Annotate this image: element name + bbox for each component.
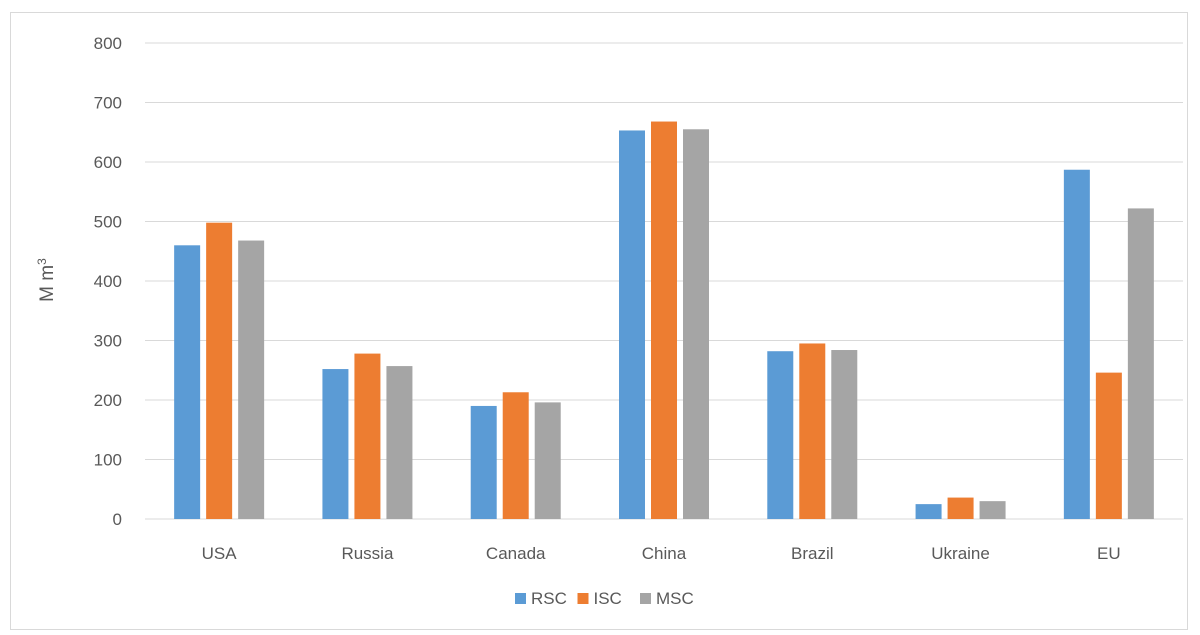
bar-isc-canada xyxy=(502,392,529,519)
bar-rsc-china xyxy=(619,130,645,519)
y-tick-label: 200 xyxy=(94,391,122,410)
x-axis-tick-labels: USA Russia Canada China Brazil Ukraine EU xyxy=(202,544,1121,563)
x-tick-label-russia: Russia xyxy=(341,544,394,563)
y-axis-title-text: M m xyxy=(37,265,58,302)
bar-rsc-usa xyxy=(174,245,201,520)
y-tick-label: 100 xyxy=(94,451,122,470)
legend-swatch-msc xyxy=(640,593,651,604)
y-tick-label: 500 xyxy=(94,213,122,232)
legend-swatch-isc xyxy=(577,593,589,604)
bar-msc-usa xyxy=(238,240,265,520)
x-tick-label-china: China xyxy=(642,544,687,563)
legend-item-isc: ISC xyxy=(577,589,622,608)
legend: RSC ISC MSC xyxy=(515,589,694,608)
y-tick-label: 800 xyxy=(94,34,122,53)
bars xyxy=(174,121,1154,520)
bar-msc-china xyxy=(683,129,709,519)
bar-rsc-ukraine xyxy=(915,504,942,519)
bar-rsc-eu xyxy=(1063,169,1090,520)
bar-rsc-brazil xyxy=(767,351,794,519)
bar-msc-brazil xyxy=(831,350,858,519)
y-axis-tick-labels: 0 100 200 300 400 500 600 700 800 xyxy=(94,34,122,529)
legend-label-isc: ISC xyxy=(594,589,622,608)
bar-msc-canada xyxy=(534,402,561,519)
x-tick-label-eu: EU xyxy=(1097,544,1121,563)
bar-isc-russia xyxy=(354,353,381,519)
y-tick-label: 600 xyxy=(94,153,122,172)
y-tick-label: 0 xyxy=(113,510,122,529)
y-axis-title-superscript: 3 xyxy=(35,258,49,265)
legend-label-msc: MSC xyxy=(656,589,694,608)
bar-isc-usa xyxy=(206,222,233,519)
bar-msc-eu xyxy=(1127,208,1154,519)
x-tick-label-usa: USA xyxy=(202,544,238,563)
y-tick-label: 700 xyxy=(94,94,122,113)
bar-isc-eu xyxy=(1095,372,1122,519)
y-tick-label: 400 xyxy=(94,272,122,291)
legend-label-rsc: RSC xyxy=(531,589,567,608)
y-tick-label: 300 xyxy=(94,332,122,351)
x-tick-label-canada: Canada xyxy=(486,544,546,563)
legend-swatch-rsc xyxy=(515,593,526,604)
y-axis-title: M m3 xyxy=(35,258,58,302)
x-tick-label-ukraine: Ukraine xyxy=(931,544,990,563)
x-tick-label-brazil: Brazil xyxy=(791,544,834,563)
legend-item-rsc: RSC xyxy=(515,589,567,608)
bar-msc-russia xyxy=(386,366,413,519)
bar-isc-ukraine xyxy=(947,497,974,519)
bar-isc-china xyxy=(651,121,677,519)
legend-item-msc: MSC xyxy=(640,589,694,608)
bar-isc-brazil xyxy=(799,343,826,519)
bar-rsc-russia xyxy=(322,369,349,519)
bar-msc-ukraine xyxy=(979,501,1006,519)
bar-rsc-canada xyxy=(470,405,497,519)
